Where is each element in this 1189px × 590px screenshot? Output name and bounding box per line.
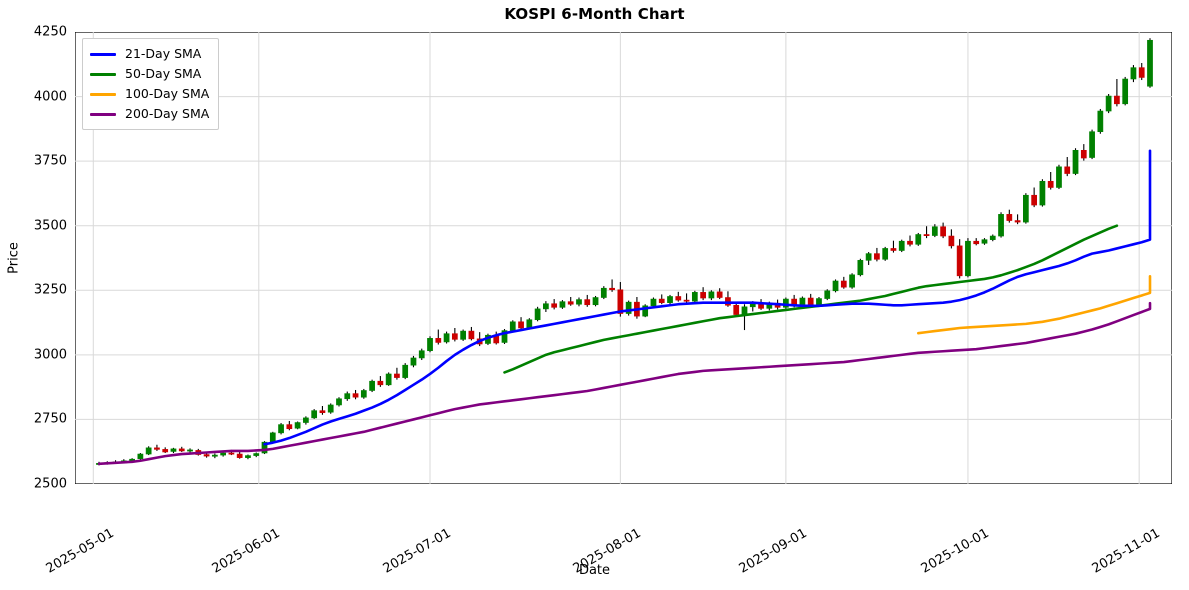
- y-tick-label: 3250: [33, 282, 67, 298]
- y-tick-label: 3000: [33, 347, 67, 363]
- x-axis-label: Date: [578, 563, 611, 578]
- legend-item-2[interactable]: 50-Day SMA: [90, 64, 209, 84]
- chart-title: KOSPI 6-Month Chart: [504, 5, 685, 23]
- legend-item-4[interactable]: 200-Day SMA: [90, 104, 209, 124]
- y-tick-label: 2500: [33, 476, 67, 492]
- legend-color-swatch: [90, 112, 116, 116]
- plot-svg: [75, 32, 1172, 484]
- moving-average-lines: [97, 149, 1152, 466]
- y-tick-label: 4000: [33, 89, 67, 105]
- grid-lines: [75, 32, 1172, 484]
- legend-label: 21-Day SMA: [125, 46, 202, 61]
- legend-color-swatch: [90, 72, 116, 76]
- legend-label: 50-Day SMA: [125, 66, 202, 81]
- legend-color-swatch: [90, 92, 116, 96]
- legend-color-swatch: [90, 52, 116, 56]
- chart-legend: 21-Day SMA 50-Day SMA 100-Day SMA 200-Day S…: [82, 38, 220, 130]
- legend-label: 100-Day SMA: [125, 86, 210, 101]
- candlestick-series: [96, 38, 1153, 466]
- y-axis-ticks: 2500 2750 3000 3250 3500 3750 4000 4250: [0, 25, 67, 492]
- plot-border: [75, 32, 1172, 484]
- y-tick-label: 3750: [33, 153, 67, 169]
- plot-area: [75, 32, 1172, 484]
- legend-item-3[interactable]: 100-Day SMA: [90, 84, 209, 104]
- legend-item-1[interactable]: 21-Day SMA: [90, 44, 209, 64]
- y-tick-label: 4250: [33, 24, 67, 40]
- legend-label: 200-Day SMA: [125, 106, 210, 121]
- y-tick-label: 2750: [33, 411, 67, 427]
- y-tick-label: 3500: [33, 218, 67, 234]
